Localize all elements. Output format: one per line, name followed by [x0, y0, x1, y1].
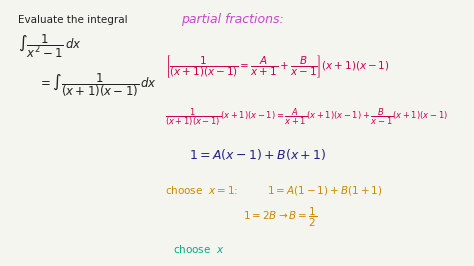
Text: partial fractions:: partial fractions:: [181, 13, 284, 26]
Text: $\left[\dfrac{1}{(x+1)(x-1)} = \dfrac{A}{x+1} + \dfrac{B}{x-1}\right](x+1)(x-1)$: $\left[\dfrac{1}{(x+1)(x-1)} = \dfrac{A}…: [165, 54, 390, 80]
Text: $= \int \dfrac{1}{(x+1)(x-1)}\,dx$: $= \int \dfrac{1}{(x+1)(x-1)}\,dx$: [38, 72, 157, 99]
Text: choose  $x$: choose $x$: [173, 243, 225, 255]
Text: $\int \dfrac{1}{x^2-1}\,dx$: $\int \dfrac{1}{x^2-1}\,dx$: [18, 32, 81, 60]
Text: $1 = 2B \rightarrow B = \dfrac{1}{2}$: $1 = 2B \rightarrow B = \dfrac{1}{2}$: [243, 206, 317, 229]
Text: $1 = A(x-1) + B(x+1)$: $1 = A(x-1) + B(x+1)$: [190, 147, 327, 161]
Text: choose  $x = 1$:         $1 = A(1-1)+B(1+1)$: choose $x = 1$: $1 = A(1-1)+B(1+1)$: [165, 184, 383, 197]
Text: Evaluate the integral: Evaluate the integral: [18, 15, 128, 25]
Text: $\dfrac{1}{(x+1)(x-1)}(x+1)(x-1) = \dfrac{A}{x+1}(x+1)(x-1)+ \dfrac{B}{x-1}(x+1): $\dfrac{1}{(x+1)(x-1)}(x+1)(x-1) = \dfra…: [165, 106, 448, 128]
